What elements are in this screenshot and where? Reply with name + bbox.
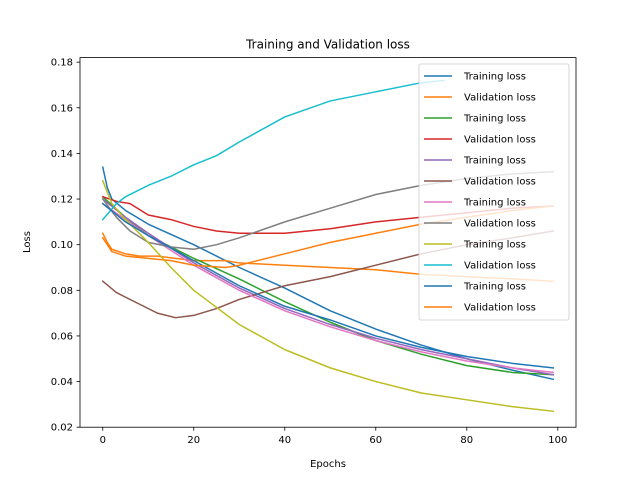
y-tick-label: 0.02 — [51, 423, 73, 434]
legend-label-8: Validation loss — [464, 219, 536, 230]
legend-label-11: Training loss — [463, 282, 526, 293]
legend-label-3: Training loss — [463, 114, 526, 125]
chart-title: Training and Validation loss — [245, 38, 410, 52]
x-axis-title: Epochs — [310, 459, 346, 470]
legend-items: Training loss Validation loss Training los… — [424, 72, 536, 314]
y-tick-label: 0.12 — [51, 195, 73, 206]
legend-label-5: Training loss — [463, 156, 526, 167]
x-tick-label: 60 — [369, 435, 382, 446]
legend-label-7: Training loss — [463, 198, 526, 209]
x-tick-label: 80 — [460, 435, 473, 446]
series-line-5 — [101, 197, 555, 376]
y-axis-title: Loss — [22, 231, 33, 253]
y-axis-ticks: 0.02 0.04 0.06 0.08 0.10 0.12 0.14 0.16 0.18 — [51, 58, 80, 434]
series-line-10 — [101, 79, 445, 221]
legend-label-2: Validation loss — [464, 93, 536, 104]
axes-frame — [79, 57, 577, 428]
legend-label-6: Validation loss — [464, 177, 536, 188]
y-tick-label: 0.10 — [51, 240, 73, 251]
series-line-11 — [101, 202, 555, 369]
legend-frame — [418, 63, 570, 321]
series-layer — [101, 79, 555, 413]
x-tick-label: 40 — [278, 435, 291, 446]
legend-label-12: Validation loss — [464, 303, 536, 314]
y-tick-label: 0.04 — [51, 377, 73, 388]
x-tick-label: 0 — [100, 435, 106, 446]
y-tick-label: 0.16 — [51, 103, 73, 114]
legend: Training loss Validation loss Training los… — [418, 63, 570, 321]
x-tick-label: 20 — [187, 435, 200, 446]
x-axis-ticks: 0 20 40 60 80 100 — [100, 427, 567, 446]
legend-label-10: Validation loss — [464, 261, 536, 272]
legend-label-4: Validation loss — [464, 135, 536, 146]
y-tick-label: 0.18 — [51, 58, 73, 69]
legend-label-1: Training loss — [463, 72, 526, 83]
y-tick-label: 0.08 — [51, 286, 73, 297]
x-tick-label: 100 — [548, 435, 567, 446]
y-tick-label: 0.06 — [51, 331, 73, 342]
y-tick-label: 0.14 — [51, 149, 73, 160]
legend-label-9: Training loss — [463, 240, 526, 251]
